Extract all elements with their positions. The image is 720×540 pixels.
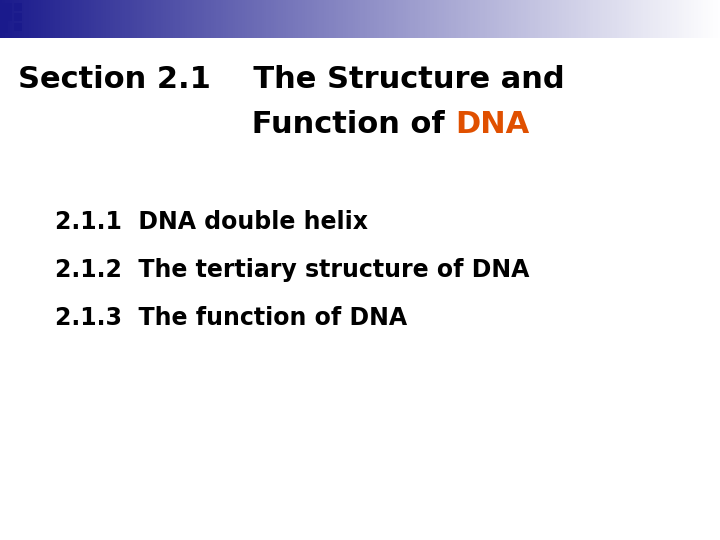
Text: 2.1.3  The function of DNA: 2.1.3 The function of DNA xyxy=(55,306,407,330)
Text: 2.1.2  The tertiary structure of DNA: 2.1.2 The tertiary structure of DNA xyxy=(55,258,529,282)
Text: 2.1.1  DNA double helix: 2.1.1 DNA double helix xyxy=(55,210,368,234)
Text: DNA: DNA xyxy=(455,110,529,139)
Text: Section 2.1    The Structure and: Section 2.1 The Structure and xyxy=(18,65,564,94)
Text: Function of: Function of xyxy=(18,110,455,139)
